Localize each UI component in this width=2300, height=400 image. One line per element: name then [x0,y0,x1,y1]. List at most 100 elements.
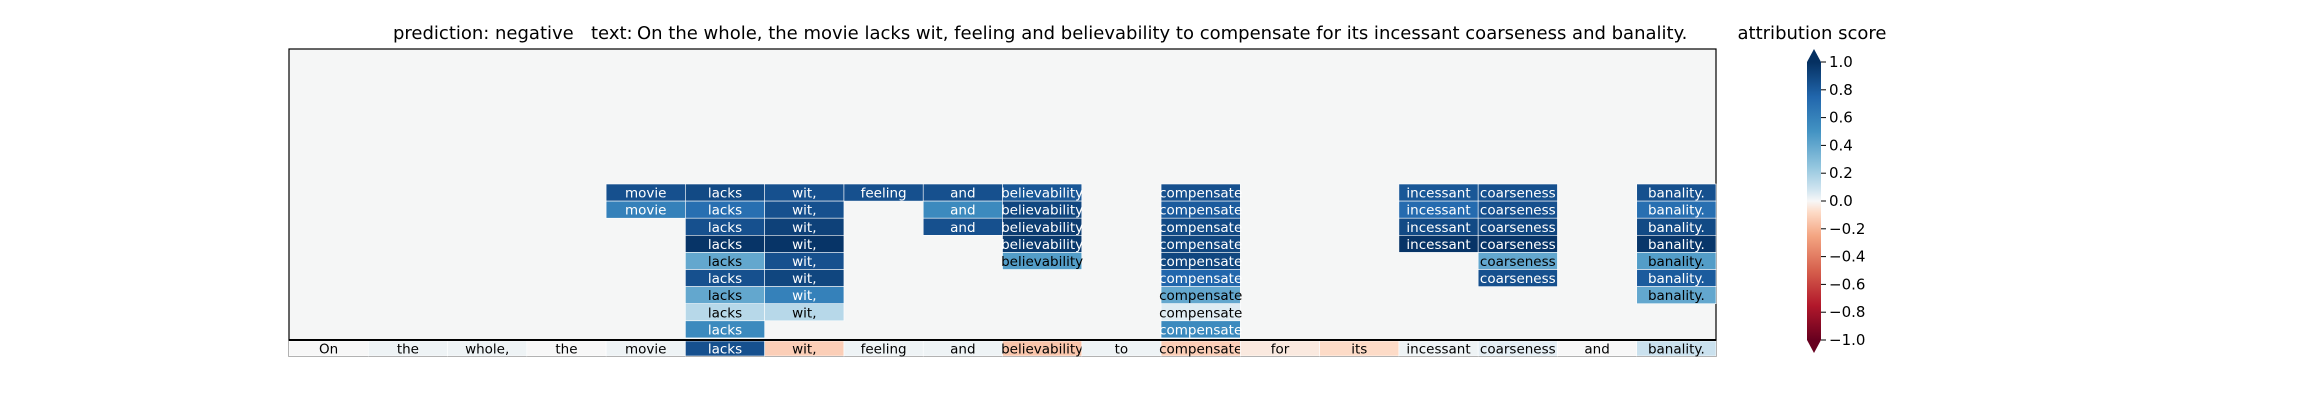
layer-6-token-6-label: wit, [792,288,816,304]
colorbar-tick-label: −1.0 [1829,331,1865,349]
layer-6-token-11-label: compensate [1159,288,1242,304]
colorbar-ticks: 1.0 0.8 0.6 0.4 0.2 0.0 −0.2 −0.4 −0.6 −0.8 −1.0 [1821,53,1865,349]
layer-3-token-11-label: compensate [1159,237,1242,253]
layer-0-token-6-label: wit, [792,186,816,202]
colorbar-tick-label: 0.0 [1829,192,1853,210]
text-value: On the whole, the movie lacks wit, feeli… [637,23,1687,44]
layer-0-token-15-label: coarseness [1480,186,1556,202]
layer-2-token-11-label: compensate [1159,220,1242,236]
base-token-9-label: believability [1001,342,1083,358]
layer-1-token-6-label: wit, [792,203,816,219]
layer-1-token-14-label: incessant [1406,203,1470,219]
base-token-2-label: whole, [465,342,509,358]
colorbar-min-arrow [1807,340,1821,353]
layer-6-token-17-label: banality. [1648,288,1705,304]
layer-4-token-5-label: lacks [708,254,742,270]
layer-4-token-6-label: wit, [792,254,816,270]
base-token-14-label: incessant [1406,342,1470,358]
colorbar-tick-label: 0.2 [1829,164,1853,182]
base-token-6-label: wit, [792,342,816,358]
prediction-label: prediction: [393,23,489,44]
layer-7-token-6-cell [764,303,845,322]
layer-0-token-11-label: compensate [1159,186,1242,202]
layer-0-token-9-label: believability [1001,186,1083,202]
layer-2-token-9-label: believability [1001,220,1083,236]
base-token-1-label: the [397,342,419,358]
layer-7-token-11-label: compensate [1159,305,1242,321]
layer-2-token-8-label: and [950,220,975,236]
layer-8-token-11-cell [1160,320,1241,339]
layer-5-token-15-label: coarseness [1480,271,1556,287]
layer-8-token-5-label: lacks [708,322,742,338]
colorbar-tick-label: −0.6 [1829,275,1865,293]
base-token-11-label: compensate [1159,342,1242,358]
layer-4-token-9-label: believability [1001,254,1083,270]
colorbar-tick-label: 0.6 [1829,109,1853,127]
layer-4-token-15-label: coarseness [1480,254,1556,270]
prediction-value: negative [495,23,574,44]
layer-3-token-6-label: wit, [792,237,816,253]
layer-0-token-4-label: movie [625,186,666,202]
layer-7-token-5-label: lacks [708,305,742,321]
base-token-15-label: coarseness [1480,342,1556,358]
layer-5-token-6-label: wit, [792,271,816,287]
layer-0-token-17-label: banality. [1648,186,1705,202]
layer-0-token-8-label: and [950,186,975,202]
layer-3-token-14-label: incessant [1406,237,1470,253]
layer-4-token-11-label: compensate [1159,254,1242,270]
colorbar-tick-label: 1.0 [1829,53,1853,71]
colorbar-label: attribution score [1738,23,1887,44]
colorbar-tick-label: −0.8 [1829,303,1865,321]
layer-3-token-5-label: lacks [708,237,742,253]
colorbar-tick-label: 0.8 [1829,81,1853,99]
layer-1-token-11-label: compensate [1159,203,1242,219]
layer-3-token-17-label: banality. [1648,237,1705,253]
layer-5-token-15-cell [1477,269,1558,287]
layer-1-token-17-label: banality. [1648,203,1705,219]
layer-4-token-9-cell [1002,252,1083,270]
layer-4-token-17-label: banality. [1648,254,1705,270]
base-token-7-label: feeling [861,342,907,358]
layer-3-token-15-label: coarseness [1480,237,1556,253]
layer-1-token-15-label: coarseness [1480,203,1556,219]
layer-1-token-9-label: believability [1001,203,1083,219]
text-label: text: [591,23,633,44]
base-token-13-label: its [1351,342,1367,358]
layer-1-token-8-label: and [950,203,975,219]
colorbar-tick-label: −0.4 [1829,248,1865,266]
layer-0-token-14-label: incessant [1406,186,1470,202]
layer-2-token-17-label: banality. [1648,220,1705,236]
base-token-3-label: the [555,342,577,358]
colorbar-tick-label: −0.2 [1829,220,1865,238]
layer-5-token-17-label: banality. [1648,271,1705,287]
colorbar-max-arrow [1807,49,1821,62]
layer-2-token-6-label: wit, [792,220,816,236]
colorbar [1807,62,1821,340]
layer-8-token-5-cell [685,320,765,339]
base-token-16-label: and [1584,342,1609,358]
layer-3-token-9-label: believability [1001,237,1083,253]
base-token-0-label: On [319,342,338,358]
layer-7-token-6-label: wit, [792,305,816,321]
base-token-12-label: for [1271,342,1290,358]
base-token-10-label: to [1115,342,1129,358]
layer-2-token-15-label: coarseness [1480,220,1556,236]
base-token-8-label: and [950,342,975,358]
layer-1-token-5-label: lacks [708,203,742,219]
layer-6-token-5-label: lacks [708,288,742,304]
layer-5-token-5-label: lacks [708,271,742,287]
layer-0-token-5-label: lacks [708,186,742,202]
layer-2-token-5-label: lacks [708,220,742,236]
base-token-17-label: banality. [1648,342,1705,358]
layer-5-token-11-label: compensate [1159,271,1242,287]
base-token-4-label: movie [625,342,666,358]
colorbar-tick-label: 0.4 [1829,136,1853,154]
layer-8-token-11-label: compensate [1159,322,1242,338]
layer-2-token-14-label: incessant [1406,220,1470,236]
layer-6-token-17-cell [1636,286,1717,305]
layer-0-token-7-label: feeling [861,186,907,202]
layer-1-token-4-label: movie [625,203,666,219]
base-token-5-label: lacks [708,342,742,358]
heatmap-cells: movie lacks wit, feeling and believability com… [288,183,1717,358]
